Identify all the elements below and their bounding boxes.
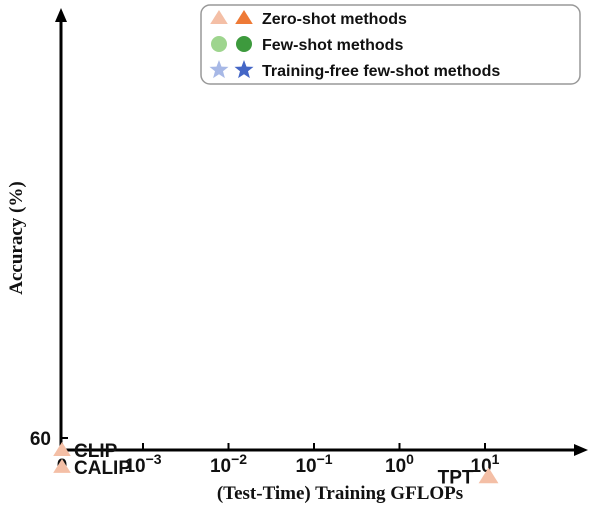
point-label-clip: CLIP <box>74 441 118 462</box>
y-tick-label: 60 <box>30 429 51 450</box>
legend-label: Training-free few-shot methods <box>262 63 500 80</box>
x-axis-arrow <box>574 444 588 456</box>
point-tpt <box>478 467 499 484</box>
legend: Zero-shot methods Few-shot methods Trainin… <box>200 4 581 85</box>
legend-box <box>200 4 581 85</box>
x-tick-label: 10−3 <box>124 451 161 477</box>
x-axis-title: (Test-Time) Training GFLOPs <box>217 483 463 504</box>
x-tick-label: 10−2 <box>210 451 247 477</box>
legend-marker-dark <box>235 10 253 24</box>
data-points <box>53 442 499 484</box>
point-clip <box>53 442 71 457</box>
legend-marker-light <box>210 10 228 24</box>
y-axis-arrow <box>55 8 67 22</box>
legend-marker-light <box>209 60 229 79</box>
legend-marker-dark <box>236 36 252 52</box>
point-label-tpt: TPT <box>438 467 474 488</box>
point-labels: Our DMNAPE-TTip-Adapter-FClip-AdapterCoO… <box>74 441 474 488</box>
legend-label: Few-shot methods <box>262 37 403 54</box>
legend-marker-dark <box>234 60 254 79</box>
axes <box>55 8 588 456</box>
x-tick-label: 10−1 <box>295 451 332 477</box>
legend-marker-light <box>211 36 227 52</box>
point-calip <box>53 458 71 473</box>
legend-label: Zero-shot methods <box>262 11 407 28</box>
x-tick-label: 100 <box>385 451 414 477</box>
point-label-calip: CALIP <box>74 458 131 479</box>
y-axis-title: Accuracy (%) <box>6 181 27 294</box>
